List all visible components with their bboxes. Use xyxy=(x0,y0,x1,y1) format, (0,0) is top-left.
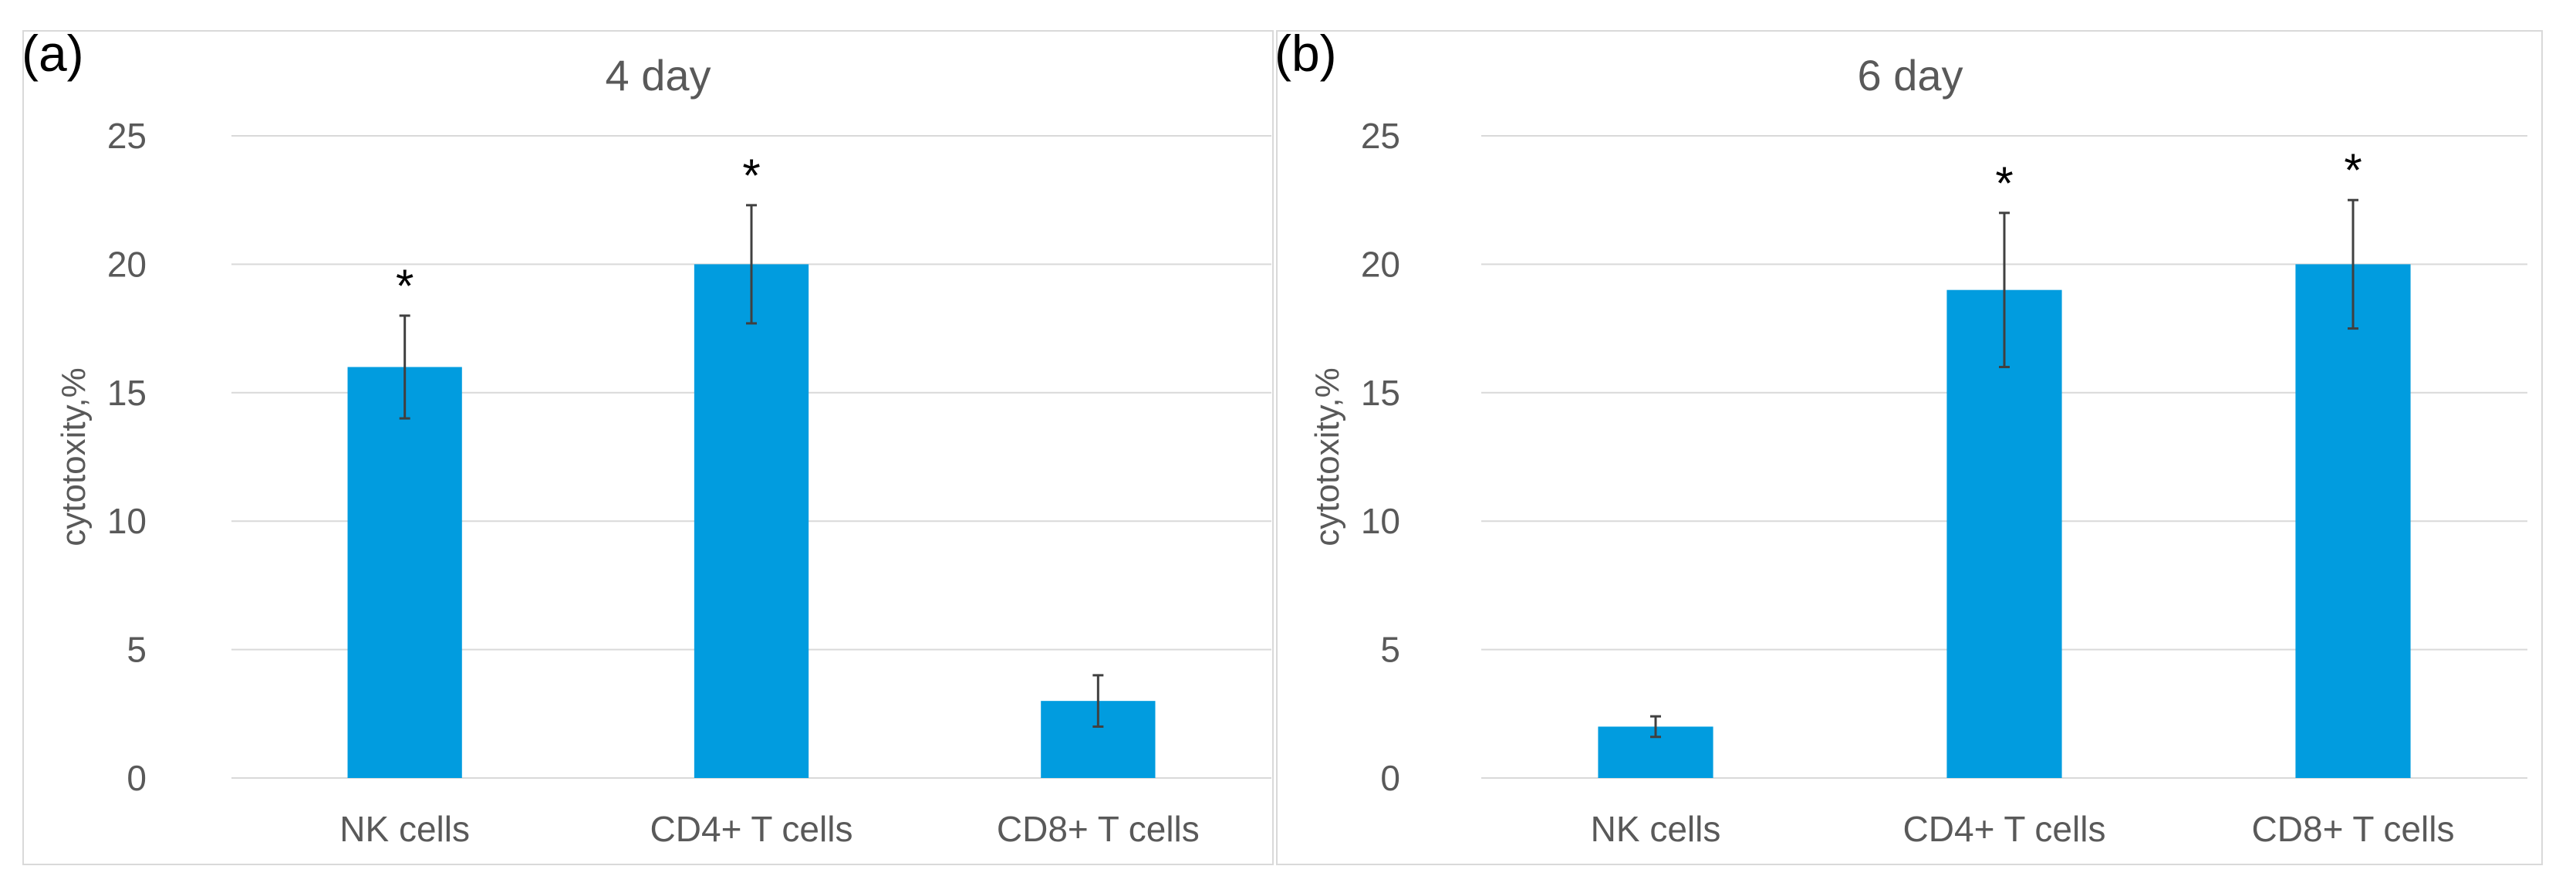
y-tick-label: 0 xyxy=(127,758,147,798)
y-tick-label: 5 xyxy=(1380,630,1400,670)
bar xyxy=(347,367,462,778)
chart-panel-a: (a) 4 day 0 5 10 15 20 25 cytotoxity,% * NK cells *… xyxy=(22,25,1274,865)
bar xyxy=(694,264,809,778)
panel-tag: (a) xyxy=(22,25,84,82)
panel-tag: (b) xyxy=(1274,25,1337,82)
x-category-label: NK cells xyxy=(1591,809,1721,849)
y-tick-label: 10 xyxy=(107,501,147,541)
x-category-label: CD4+ T cells xyxy=(650,809,853,849)
significance-marker: * xyxy=(742,150,760,201)
x-category-label: CD4+ T cells xyxy=(1903,809,2106,849)
significance-marker: * xyxy=(396,260,414,312)
y-tick-label: 20 xyxy=(107,244,147,284)
y-tick-label: 15 xyxy=(1361,373,1400,413)
y-tick-label: 20 xyxy=(1361,244,1400,284)
chart-title: 6 day xyxy=(1858,51,1963,100)
y-tick-label: 15 xyxy=(107,373,147,413)
y-axis-label: cytotoxity,% xyxy=(55,367,93,546)
bar xyxy=(2295,264,2411,778)
y-tick-label: 10 xyxy=(1361,501,1400,541)
y-tick-label: 25 xyxy=(107,116,147,156)
x-category-label: CD8+ T cells xyxy=(997,809,1200,849)
y-tick-label: 25 xyxy=(1361,116,1400,156)
x-category-label: CD8+ T cells xyxy=(2252,809,2455,849)
y-axis-label: cytotoxity,% xyxy=(1308,367,1346,546)
significance-marker: * xyxy=(1995,157,2013,209)
bar xyxy=(1946,289,2062,778)
significance-marker: * xyxy=(2344,144,2362,196)
x-category-label: NK cells xyxy=(339,809,470,849)
y-tick-label: 0 xyxy=(1380,758,1400,798)
y-tick-label: 5 xyxy=(127,630,147,670)
chart-panel-b: (b) 6 day 0 5 10 15 20 25 cytotoxity,% NK cells * C… xyxy=(1274,25,2543,865)
chart-title: 4 day xyxy=(606,51,711,100)
